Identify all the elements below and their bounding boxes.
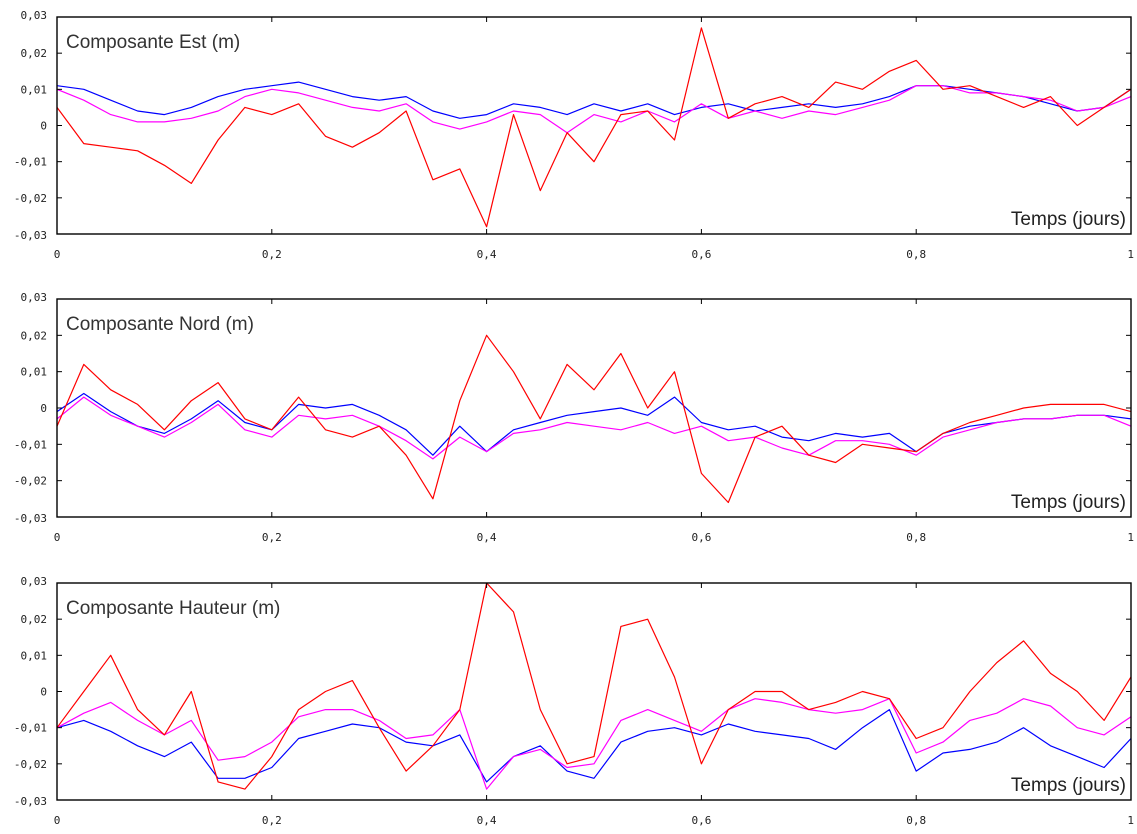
y-tick-label: 0,02	[21, 329, 48, 342]
y-tick-label: 0,03	[21, 575, 48, 588]
y-tick-label: 0,03	[21, 9, 48, 22]
y-tick-label: 0	[40, 686, 47, 699]
x-tick-label: 0,8	[906, 248, 926, 261]
series-line-2	[57, 698, 1131, 790]
series-line-1	[57, 81, 1131, 119]
x-tick-label: 1	[1127, 814, 1134, 827]
x-tick-label: 0,6	[691, 814, 711, 827]
x-tick-label: 0,2	[262, 531, 282, 544]
y-tick-label: -0,01	[14, 438, 47, 451]
x-tick-label: 0,4	[477, 531, 497, 544]
panel-title: Composante Nord (m)	[66, 314, 254, 335]
x-tick-label: 0,4	[477, 248, 497, 261]
y-tick-label: -0,03	[14, 512, 47, 525]
x-tick-label: 1	[1127, 531, 1134, 544]
series-line-2	[57, 85, 1131, 134]
y-tick-label: 0,02	[21, 47, 48, 60]
x-axis-label: Temps (jours)	[1011, 775, 1126, 796]
x-tick-label: 0,2	[262, 248, 282, 261]
x-tick-label: 0,8	[906, 531, 926, 544]
y-tick-label: -0,02	[14, 758, 47, 771]
y-tick-label: -0,01	[14, 722, 47, 735]
x-tick-label: 0	[54, 814, 61, 827]
chart-panel-1: 0,03 0,02 0,01 0 -0,01 -0,02 -0,03 0 0,2 0,4 0,6 0,…	[14, 9, 1134, 261]
x-tick-label: 0	[54, 248, 61, 261]
x-axis-label: Temps (jours)	[1011, 492, 1126, 513]
y-tick-label: 0,01	[21, 366, 48, 379]
x-tick-label: 0,8	[906, 814, 926, 827]
series-line-3	[57, 334, 1131, 504]
chart-panel-2: 0,03 0,02 0,01 0 -0,01 -0,02 -0,03 0 0,2 0,4 0,6 0,…	[14, 291, 1134, 544]
x-axis-label: Temps (jours)	[1011, 209, 1126, 230]
x-tick-label: 0,4	[477, 814, 497, 827]
panel-title: Composante Hauteur (m)	[66, 598, 280, 619]
y-tick-label: 0,02	[21, 613, 48, 626]
y-tick-label: 0,03	[21, 291, 48, 304]
x-tick-label: 0,2	[262, 814, 282, 827]
series-line-2	[57, 396, 1131, 460]
series-line-3	[57, 27, 1131, 228]
x-tick-label: 0,6	[691, 248, 711, 261]
panel-title: Composante Est (m)	[66, 32, 240, 53]
y-tick-label: -0,02	[14, 475, 47, 488]
x-tick-label: 0	[54, 531, 61, 544]
y-tick-label: -0,03	[14, 795, 47, 808]
y-tick-label: 0	[40, 120, 47, 133]
series-line-1	[57, 392, 1131, 456]
y-tick-label: 0,01	[21, 649, 48, 662]
y-tick-label: -0,02	[14, 192, 47, 205]
chart-panel-3: 0,03 0,02 0,01 0 -0,01 -0,02 -0,03 0 0,2 0,4 0,6 0,…	[14, 575, 1134, 827]
y-tick-label: 0	[40, 402, 47, 415]
x-tick-label: 1	[1127, 248, 1134, 261]
y-tick-label: -0,03	[14, 229, 47, 242]
x-tick-label: 0,6	[691, 531, 711, 544]
series-line-3	[57, 583, 1131, 790]
y-tick-label: 0,01	[21, 83, 48, 96]
series-line-1	[57, 708, 1131, 783]
y-tick-label: -0,01	[14, 156, 47, 169]
